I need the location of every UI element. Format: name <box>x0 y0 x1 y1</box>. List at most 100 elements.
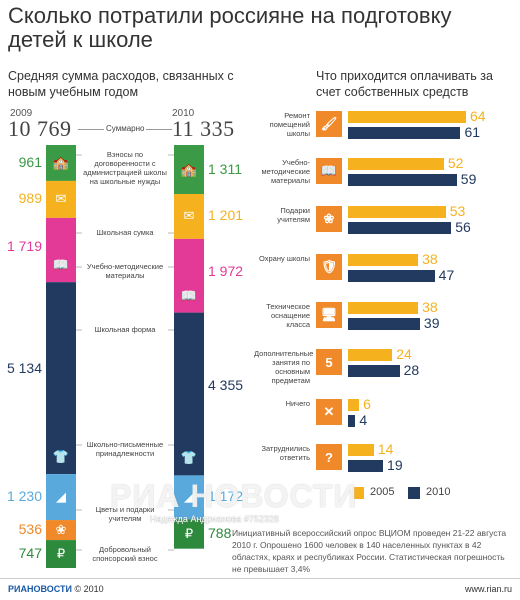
bar-2005 <box>348 349 393 361</box>
value-2005: 6 <box>363 396 371 412</box>
value-2010: 4 355 <box>208 376 244 393</box>
category-label: Взносы по договоренности с администрацие… <box>82 150 168 186</box>
watermark-credit: Надежда Андрианова #752328 <box>150 514 279 524</box>
value-2010: 1 972 <box>208 263 244 280</box>
category-label: Учебно-методические материалы <box>82 262 168 280</box>
value-2010: 4 <box>359 412 368 428</box>
shield-icon: 🛡 <box>316 254 342 280</box>
value-2010: 1 311 <box>208 160 242 177</box>
category-label: Школьная сумка <box>82 228 168 237</box>
bar-2009-segment <box>46 520 76 541</box>
value-2010: 47 <box>438 267 455 283</box>
bar-2010-segment <box>174 312 204 476</box>
bag-icon: ✉ <box>183 208 195 224</box>
bar-2010 <box>348 460 384 472</box>
value-2010: 39 <box>423 315 440 331</box>
bar-2009-segment <box>46 282 76 475</box>
page-title: Сколько потратили россияне на подготовку… <box>8 3 452 52</box>
total-2009: 10 769 <box>8 116 72 141</box>
footer-brand-name: РИАНОВОСТИ <box>8 584 72 594</box>
bar-2009-segment <box>46 474 76 521</box>
footer-url[interactable]: www.rian.ru <box>464 584 512 594</box>
watermark-logo: РИА НОВОСТИ <box>110 478 358 514</box>
money-icon: ₽ <box>184 525 194 541</box>
right-subtitle: Что приходится оплачивать за счет собств… <box>316 69 493 99</box>
ruler-icon: ◢ <box>184 489 194 505</box>
total-leader-left <box>78 129 104 130</box>
computer-icon: 🖥 <box>316 302 342 328</box>
right-category-label: Затруднились ответить <box>261 444 311 462</box>
bar-2010-segment <box>174 145 204 195</box>
category-label: Школьно-письменные принадлежности <box>82 440 168 458</box>
book-icon: 📖 <box>52 257 70 273</box>
right-category-label: Дополнительные занятия по основным предм… <box>254 349 314 385</box>
legend-2010-swatch <box>408 487 420 499</box>
value-2010: 788 <box>208 524 232 541</box>
year-2010-label: 2010 <box>172 108 195 119</box>
value-2010: 1 201 <box>208 207 244 224</box>
total-leader-right <box>146 129 172 130</box>
value-2005: 38 <box>422 299 438 315</box>
value-2010: 19 <box>387 457 403 473</box>
school-icon: 🏫 <box>180 161 198 177</box>
bar-2010 <box>348 415 356 427</box>
value-2005: 64 <box>470 108 486 124</box>
calendar-icon: 5 <box>316 349 342 375</box>
bar-2010-segment <box>174 238 204 313</box>
left-subtitle: Средняя сумма расходов, связанных с новы… <box>8 69 234 99</box>
bar-2009-segment <box>46 180 76 218</box>
paint-roller-icon: 🖌 <box>316 111 342 137</box>
value-2010: 1 172 <box>208 488 244 505</box>
value-2009: 989 <box>18 190 42 207</box>
legend-2010-label: 2010 <box>426 486 451 498</box>
bar-2010-segment <box>174 194 204 239</box>
total-2010: 11 335 <box>172 116 235 141</box>
value-2005: 53 <box>449 203 466 219</box>
ruler-icon: ◢ <box>56 489 66 505</box>
shirt-icon: 👕 <box>52 449 70 465</box>
bar-2005 <box>348 111 466 123</box>
bar-2010 <box>348 222 452 234</box>
value-2009: 536 <box>18 521 42 538</box>
legend-2005-label: 2005 <box>370 486 395 498</box>
right-category-label: Ничего <box>285 399 310 408</box>
legend-2005-swatch <box>352 487 364 499</box>
school-icon: 🏫 <box>52 154 70 170</box>
bar-2005 <box>348 302 419 314</box>
right-category-label: Охрану школы <box>259 254 310 263</box>
category-label: Школьная форма <box>82 325 168 334</box>
bar-2010 <box>348 174 457 186</box>
bag-icon: ✉ <box>55 191 67 207</box>
right-category-label: Учебно-методические материалы <box>261 158 310 185</box>
bar-2009-segment <box>46 540 76 568</box>
right-category-label: Ремонт помещений школы <box>269 111 310 138</box>
bar-2010 <box>348 318 420 330</box>
right-category-label: Подарки учителям <box>277 206 310 224</box>
value-2009: 961 <box>18 153 42 170</box>
bar-2005 <box>348 158 444 170</box>
value-2009: 1 230 <box>6 488 42 505</box>
year-2009-label: 2009 <box>10 108 33 119</box>
value-2010: 56 <box>455 219 471 235</box>
bar-2010-segment <box>174 475 204 520</box>
bar-2010 <box>348 270 435 282</box>
cross-icon: ✕ <box>316 399 342 425</box>
value-2010: 28 <box>403 362 420 378</box>
flower-icon: ❀ <box>55 522 67 538</box>
total-label: Суммарно <box>106 124 145 133</box>
bar-2009-segment <box>46 217 76 283</box>
footer-brand[interactable]: РИАНОВОСТИ © 2010 <box>8 584 104 594</box>
bar-2005 <box>348 254 419 266</box>
value-2009: 5 134 <box>6 359 42 376</box>
value-2009: 1 719 <box>6 237 42 254</box>
value-2010: 59 <box>460 171 477 187</box>
bar-2010 <box>348 127 461 139</box>
category-label: Цветы и подарки учителям <box>82 505 168 523</box>
book-icon: 📖 <box>316 158 342 184</box>
bar-2005 <box>348 206 446 218</box>
book-icon: 📖 <box>180 287 198 303</box>
value-2005: 24 <box>396 346 412 362</box>
bar-2005 <box>348 444 374 456</box>
flower-icon: ❀ <box>316 206 342 232</box>
